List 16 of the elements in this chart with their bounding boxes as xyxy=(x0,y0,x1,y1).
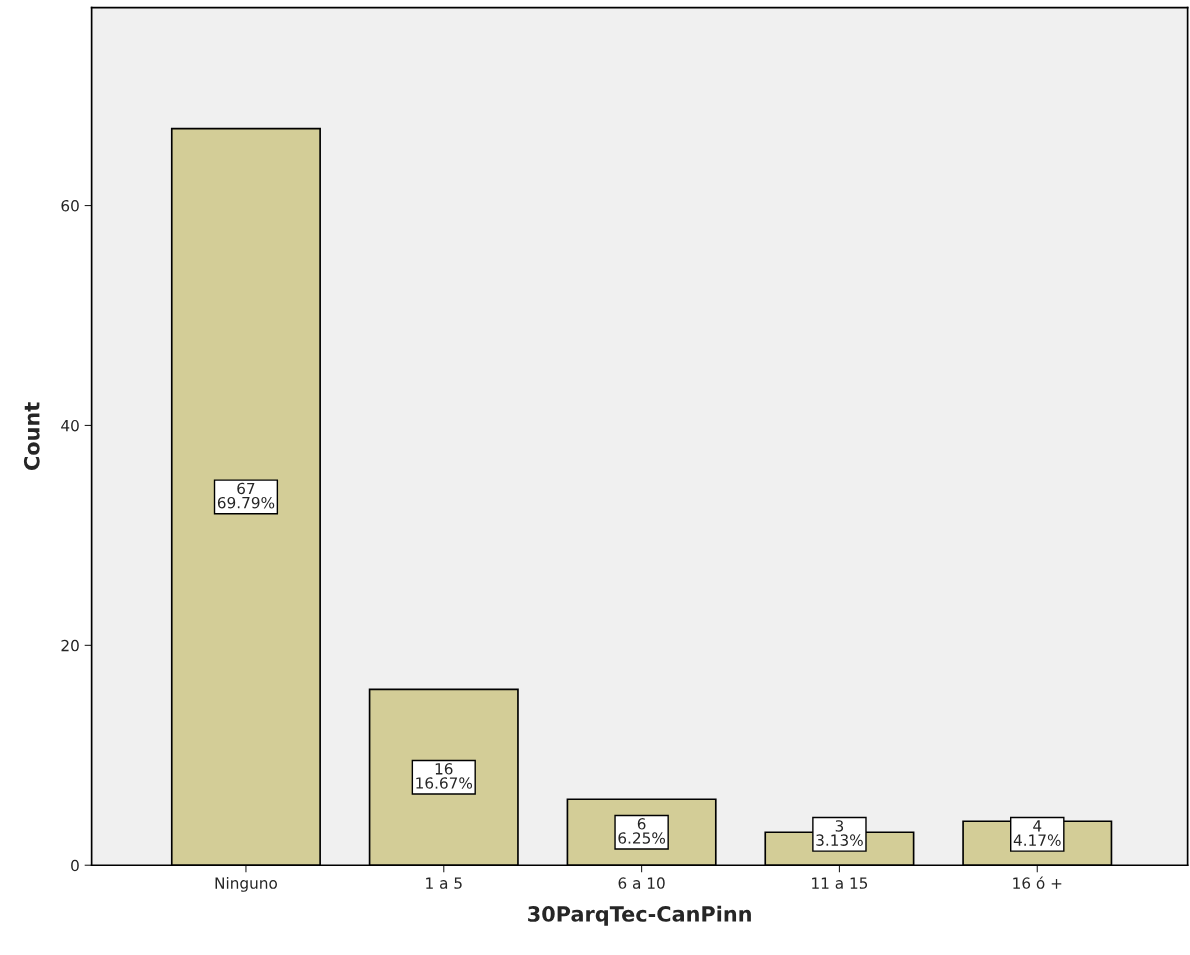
data-label: 16 16.67% xyxy=(416,763,473,789)
y-tick-label: 0 xyxy=(71,859,79,872)
data-label: 6 6.25% xyxy=(618,818,666,844)
x-tick-label: 1 a 5 xyxy=(426,877,462,889)
x-tick-label: Ninguno xyxy=(215,877,277,892)
data-label: 3 3.13% xyxy=(816,820,863,846)
x-axis-title: 30ParqTec-CanPinn xyxy=(528,905,751,926)
data-label: 4 4.17% xyxy=(1013,820,1061,846)
data-label: 67 69.79% xyxy=(217,482,275,509)
x-tick-label: 11 a 15 xyxy=(812,877,868,889)
y-tick-label: 40 xyxy=(61,419,79,432)
x-tick-label: 16 ó + xyxy=(1013,876,1062,889)
y-axis-title: Count xyxy=(23,402,40,471)
x-tick-label: 6 a 10 xyxy=(618,877,665,889)
y-tick-label: 20 xyxy=(61,639,79,652)
y-tick-label: 60 xyxy=(61,200,79,212)
